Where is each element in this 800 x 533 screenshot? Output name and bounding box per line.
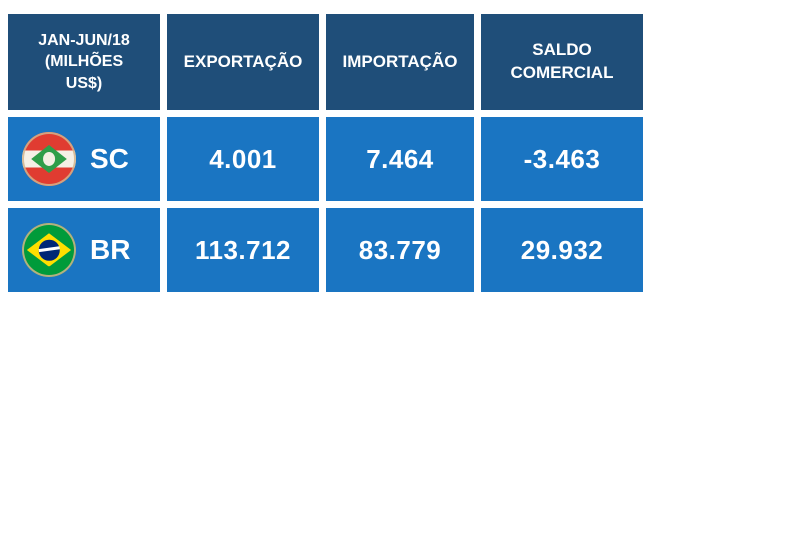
region-label: BR bbox=[90, 234, 131, 265]
table-row-br-label: BR bbox=[8, 208, 160, 292]
santa-catarina-flag-icon bbox=[22, 132, 76, 186]
table-header-balance: SALDO COMERCIAL bbox=[481, 14, 643, 110]
sc-imports-value: 7.464 bbox=[326, 117, 474, 201]
sc-flag-emblem bbox=[43, 151, 55, 167]
trade-balance-table: JAN-JUN/18 (MILHÕES US$) EXPORTAÇÃO IMPO… bbox=[8, 14, 643, 292]
sc-balance-value: -3.463 bbox=[481, 117, 643, 201]
br-exports-value: 113.712 bbox=[167, 208, 319, 292]
table-row-sc-label: SC bbox=[8, 117, 160, 201]
br-balance-value: 29.932 bbox=[481, 208, 643, 292]
table-header-imports: IMPORTAÇÃO bbox=[326, 14, 474, 110]
region-label: SC bbox=[90, 143, 129, 174]
sc-exports-value: 4.001 bbox=[167, 117, 319, 201]
br-imports-value: 83.779 bbox=[326, 208, 474, 292]
br-flag-globe bbox=[38, 239, 60, 261]
table-header-exports: EXPORTAÇÃO bbox=[167, 14, 319, 110]
table-header-period: JAN-JUN/18 (MILHÕES US$) bbox=[8, 14, 160, 110]
brazil-flag-icon bbox=[22, 223, 76, 277]
